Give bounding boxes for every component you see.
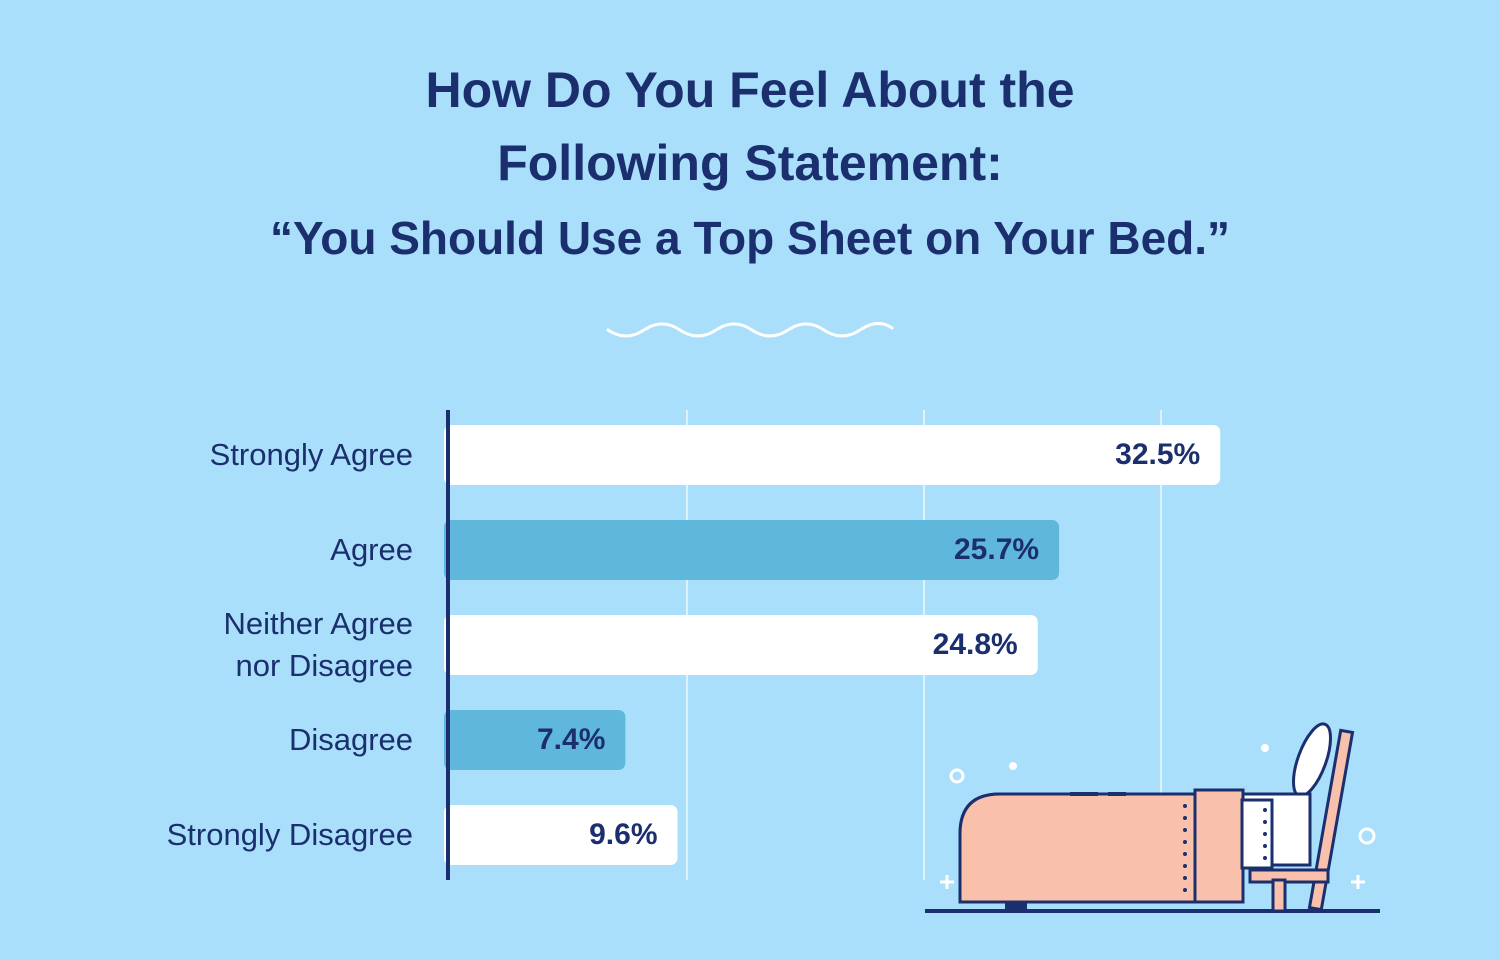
category-label: Strongly Disagree <box>166 817 413 852</box>
bar-value-label: 9.6% <box>589 818 658 851</box>
wave-divider-icon <box>606 322 894 338</box>
bar-value-label: 32.5% <box>1115 438 1201 471</box>
bar-value-label: 24.8% <box>932 628 1018 661</box>
category-label: Disagree <box>288 722 413 757</box>
chart-title-line-2: Following Statement: <box>497 135 1003 191</box>
category-label: Agree <box>330 532 413 567</box>
bar <box>444 425 1221 485</box>
category-label: Neither Agree nor Disagree <box>223 606 413 683</box>
bed-illustration-icon <box>925 722 1380 913</box>
bar-value-label: 25.7% <box>954 533 1040 566</box>
bar <box>444 615 1038 675</box>
chart-subtitle: “You Should Use a Top Sheet on Your Bed.… <box>269 212 1231 264</box>
chart-title-line-1: How Do You Feel About the <box>425 62 1075 118</box>
bar <box>444 710 626 770</box>
bar <box>444 805 678 865</box>
bar <box>444 520 1060 580</box>
bar-value-label: 7.4% <box>536 723 606 756</box>
category-label: Strongly Agree <box>209 437 413 472</box>
bars <box>444 425 1221 865</box>
